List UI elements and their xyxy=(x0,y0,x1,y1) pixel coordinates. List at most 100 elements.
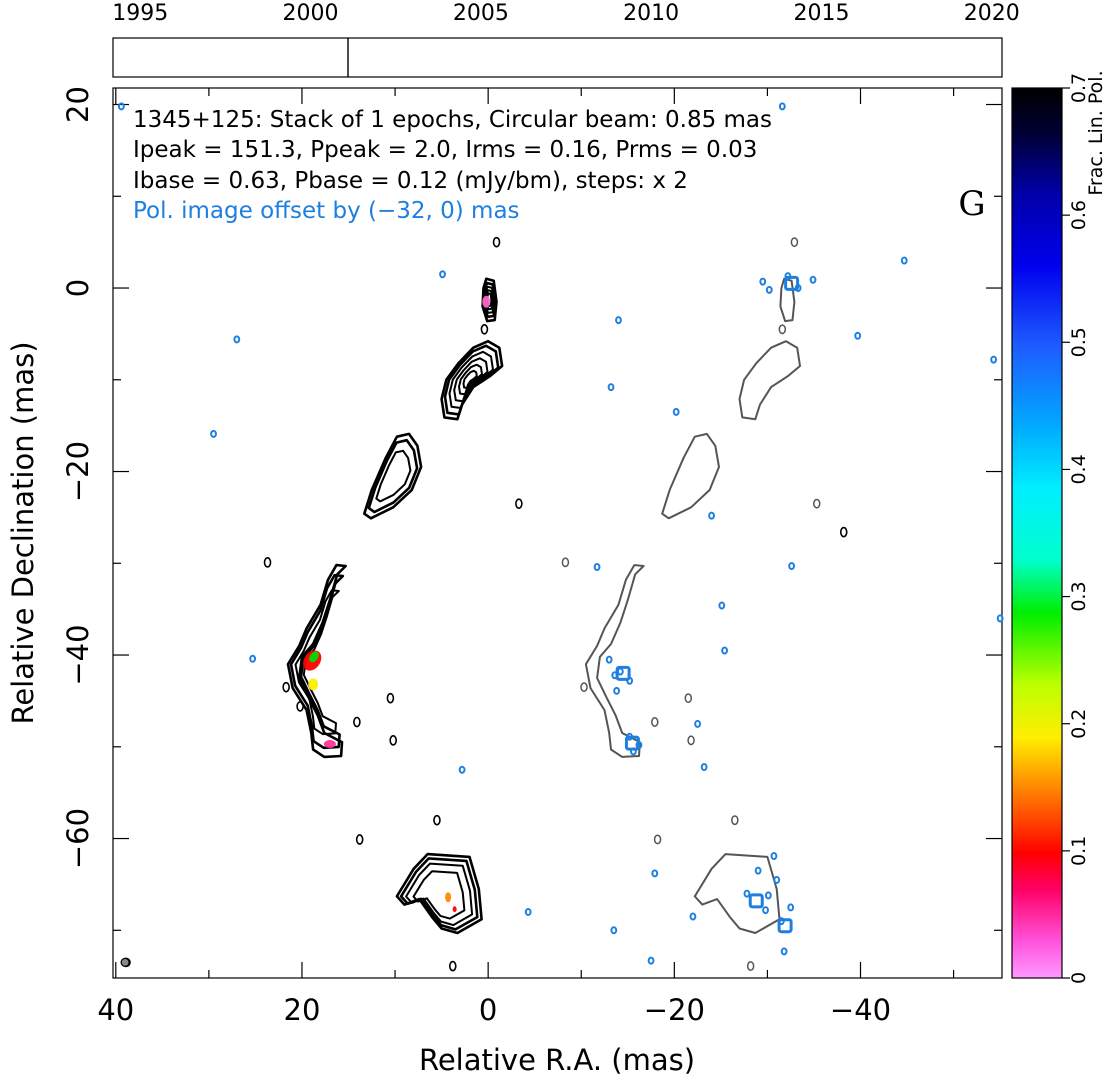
colorbar-tick-label: 0.2 xyxy=(1068,709,1090,739)
evpa-speckle xyxy=(748,893,764,909)
stokes-i-contour xyxy=(294,589,340,736)
fracpol-patch xyxy=(482,295,491,308)
timeline-tick-label: 2015 xyxy=(793,1,849,26)
stokes-i-blob xyxy=(448,960,457,972)
colorbar-tick-label: 0.7 xyxy=(1068,73,1090,103)
stokes-i-contour xyxy=(286,563,347,759)
stokes-i-contour xyxy=(440,339,504,421)
evpa-speckle xyxy=(754,866,762,875)
evpa-speckle xyxy=(764,891,772,900)
evpa-speckle xyxy=(718,601,726,610)
pol-blob xyxy=(651,717,659,727)
x-tick-label: 40 xyxy=(97,993,134,1027)
timeline-tick-label: 1995 xyxy=(112,1,168,26)
evpa-speckle xyxy=(210,429,217,438)
colorbar-tick-label: 0.5 xyxy=(1068,327,1090,357)
stokes-i-contour xyxy=(375,449,412,503)
evpa-speckle xyxy=(624,735,640,751)
stokes-i-blob xyxy=(839,526,848,538)
evpa-speckle xyxy=(610,926,618,935)
y-tick-label: 20 xyxy=(61,86,95,123)
pol-contours xyxy=(561,237,821,972)
stokes-i-contour xyxy=(462,369,478,389)
timeline-frame xyxy=(112,37,1003,78)
stokes-i-contour xyxy=(412,870,466,920)
beam-circle xyxy=(120,957,130,968)
evpa-speckle xyxy=(778,102,786,111)
stokes-i-blob xyxy=(433,814,441,826)
evpa-speckle xyxy=(524,907,532,916)
timeline-ticks: 1995 2000 2005 2010 2015 2020 xyxy=(112,1,1020,26)
evpa-speckle xyxy=(708,511,715,520)
evpa-speckle xyxy=(721,646,728,655)
fracpol-patch xyxy=(308,678,319,691)
evpa-speckle xyxy=(780,947,788,956)
stokes-i-blob xyxy=(389,735,397,746)
evpa-speckle xyxy=(615,316,622,325)
pol-blob xyxy=(813,498,821,509)
fracpol-patch xyxy=(323,740,336,749)
evpa-speckle xyxy=(233,335,241,344)
colorbar-tick-label: 0.1 xyxy=(1068,836,1090,866)
evpa-speckle xyxy=(615,665,631,681)
map-content xyxy=(117,102,1004,972)
evpa-speckle xyxy=(788,562,796,571)
stokes-i-blob xyxy=(263,557,272,568)
fracpol-patch xyxy=(309,651,319,663)
stokes-i-contour xyxy=(443,344,500,416)
pol-contour xyxy=(661,432,720,520)
plot-frame xyxy=(112,87,1003,979)
evpa-speckle xyxy=(809,275,817,284)
evpa-speckle xyxy=(770,851,778,860)
stokes-i-blob xyxy=(353,716,361,728)
annotation-line-2: Ipeak = 151.3, Ppeak = 2.0, Irms = 0.16,… xyxy=(133,137,757,163)
stokes-i-contour xyxy=(367,438,419,514)
colorbar-ticks: 0 0.1 0.2 0.3 0.4 0.5 0.6 0.7 xyxy=(1062,73,1090,984)
y-tick-label: 0 xyxy=(61,279,95,297)
stokes-i-contour xyxy=(405,862,474,927)
pol-blob xyxy=(687,735,695,746)
timeline-tick-label: 2010 xyxy=(623,1,679,26)
pol-blob xyxy=(790,237,799,248)
panel-letter: G xyxy=(958,184,985,224)
axis-ticks xyxy=(113,88,1002,978)
pol-contour xyxy=(693,853,781,934)
evpa-speckle xyxy=(593,562,601,571)
stokes-i-contour xyxy=(458,363,483,396)
stokes-i-blob xyxy=(296,701,304,712)
x-tick-label: 0 xyxy=(479,993,497,1027)
pol-contour xyxy=(779,277,796,323)
x-tick-label: −40 xyxy=(830,993,891,1027)
evpa-speckle xyxy=(996,614,1004,623)
evpa-speckle xyxy=(990,355,998,364)
timeline-tick-label: 2005 xyxy=(453,1,509,26)
x-tick-label: 20 xyxy=(284,993,321,1027)
fracpol-patch xyxy=(445,892,452,903)
y-tick-label: −60 xyxy=(61,808,95,869)
pol-blob xyxy=(746,961,755,972)
evpa-speckle xyxy=(616,667,624,676)
stokes-i-contour xyxy=(399,857,479,931)
y-tick-label: −20 xyxy=(61,441,95,502)
evpa-speckle xyxy=(689,912,697,921)
stokes-i-blob xyxy=(515,498,523,509)
pol-blob xyxy=(653,834,662,845)
x-tick-label: −20 xyxy=(644,993,705,1027)
fracpol-color-patches xyxy=(303,295,491,913)
x-axis-label: Relative R.A. (mas) xyxy=(419,1043,695,1077)
timeline-tick-label: 2020 xyxy=(964,1,1020,26)
pol-contour xyxy=(584,564,645,758)
timeline-tick-label: 2000 xyxy=(283,1,339,26)
evpa-speckle xyxy=(784,275,800,291)
evpa-speckle xyxy=(439,270,446,279)
y-axis-label: Relative Declination (mas) xyxy=(6,341,40,724)
stokes-i-contour xyxy=(485,289,494,311)
annotation-line-3: Ibase = 0.63, Pbase = 0.12 (mJy/bm), ste… xyxy=(133,168,688,194)
timeline: 1995 2000 2005 2010 2015 2020 xyxy=(112,1,1020,78)
evpa-speckle xyxy=(765,285,773,294)
colorbar-tick-label: 0.6 xyxy=(1068,200,1090,230)
evpa-speckle xyxy=(762,906,769,915)
fracpol-patch xyxy=(452,906,457,913)
stokes-i-contour xyxy=(363,432,423,520)
